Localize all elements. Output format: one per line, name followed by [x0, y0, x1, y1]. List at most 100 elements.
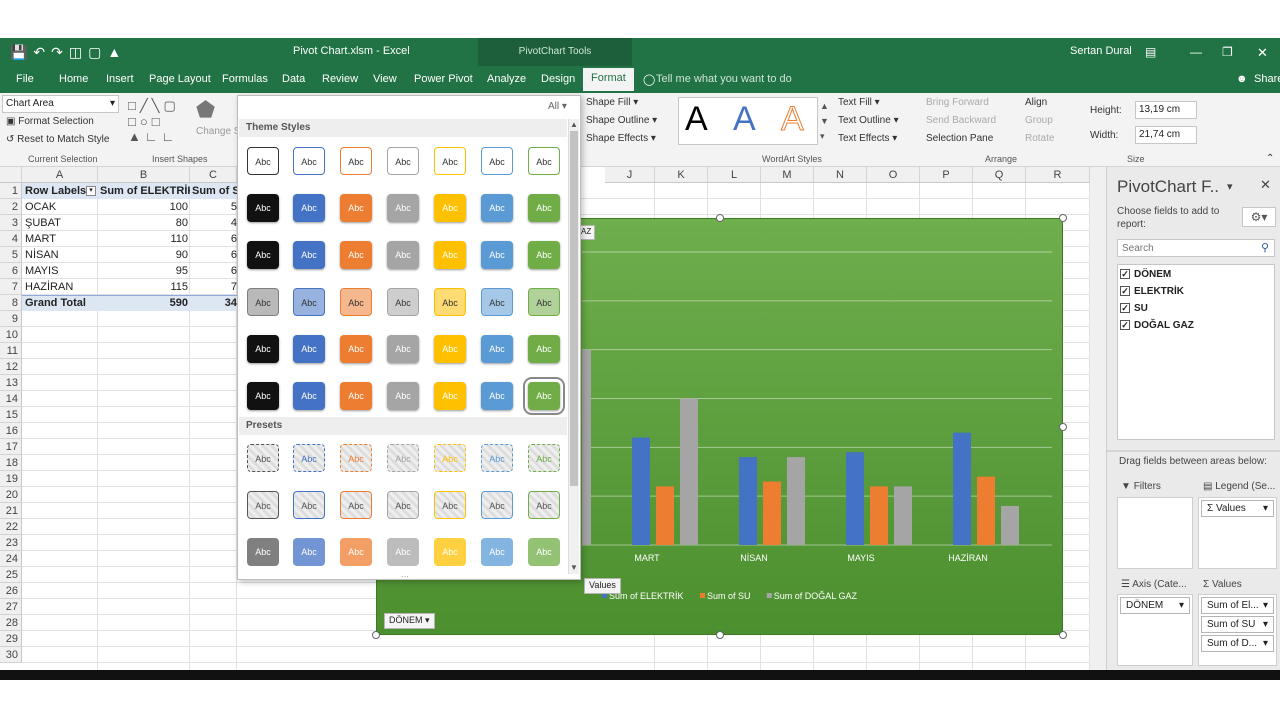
grand-total-su[interactable]: 34	[224, 297, 237, 309]
theme-style-swatch[interactable]: Abc	[293, 288, 325, 316]
theme-style-swatch[interactable]: Abc	[528, 194, 560, 222]
select-all-corner[interactable]	[0, 167, 22, 183]
preset-style-swatch[interactable]: Abc	[528, 491, 560, 519]
row-header-21[interactable]: 21	[0, 503, 22, 519]
shape-effects-button[interactable]: Shape Effects ▾	[586, 133, 656, 144]
su-value[interactable]: 7	[230, 281, 237, 293]
preset-style-swatch[interactable]: Abc	[293, 491, 325, 519]
shape-styles-gallery[interactable]: All ▾ Theme Styles Presets Abc Abc Abc Abc A…	[237, 95, 581, 581]
row-header-27[interactable]: 27	[0, 599, 22, 615]
su-value[interactable]: 4	[230, 217, 237, 229]
row-header-10[interactable]: 10	[0, 327, 22, 343]
bring-forward-button[interactable]: Bring Forward	[926, 97, 989, 108]
row-header-20[interactable]: 20	[0, 487, 22, 503]
theme-style-swatch[interactable]: Abc	[481, 241, 513, 269]
width-input[interactable]: 21,74 cm	[1135, 126, 1197, 144]
theme-style-swatch[interactable]: Abc	[387, 288, 419, 316]
shape-outline-button[interactable]: Shape Outline ▾	[586, 115, 658, 126]
preset-style-swatch[interactable]: Abc	[481, 444, 513, 472]
theme-style-swatch[interactable]: Abc	[528, 288, 560, 316]
row-header-28[interactable]: 28	[0, 615, 22, 631]
theme-style-swatch[interactable]: Abc	[247, 382, 279, 410]
field-checkbox-doğal gaz[interactable]: ✓ DOĞAL GAZ	[1120, 320, 1194, 331]
column-header-p[interactable]: P	[920, 167, 973, 183]
group-button[interactable]: Group	[1025, 115, 1053, 126]
scroll-up-icon[interactable]: ▲	[570, 120, 578, 129]
resize-handle[interactable]	[372, 631, 380, 639]
value-pill-dogalgaz[interactable]: Sum of D... ▾	[1201, 635, 1274, 652]
tab-file[interactable]: File	[16, 73, 34, 85]
theme-style-swatch[interactable]: Abc	[434, 241, 466, 269]
resize-handle[interactable]	[1059, 423, 1067, 431]
row-labels-header[interactable]: Row Labels	[25, 185, 87, 197]
su-value[interactable]: 6	[230, 265, 237, 277]
tab-view[interactable]: View	[373, 73, 397, 85]
row-label[interactable]: ŞUBAT	[25, 217, 61, 229]
gallery-scrollbar[interactable]: ▲ ▼	[568, 119, 579, 574]
grand-total-elektrik[interactable]: 590	[169, 297, 188, 309]
su-value[interactable]: 6	[230, 233, 237, 245]
field-checkbox-su[interactable]: ✓ SU	[1120, 303, 1148, 314]
row-header-30[interactable]: 30	[0, 647, 22, 663]
theme-style-swatch[interactable]: Abc	[434, 288, 466, 316]
tab-home[interactable]: Home	[59, 73, 89, 85]
row-header-6[interactable]: 6	[0, 263, 22, 279]
legend-field-button-partial[interactable]: AZ	[577, 225, 596, 240]
preset-style-swatch[interactable]: Abc	[247, 538, 279, 566]
row-header-16[interactable]: 16	[0, 423, 22, 439]
column-header-j[interactable]: J	[605, 167, 655, 183]
rotate-button[interactable]: Rotate	[1025, 133, 1055, 144]
preset-style-swatch[interactable]: Abc	[340, 444, 372, 472]
column-header-l[interactable]: L	[708, 167, 761, 183]
elektrik-value[interactable]: 90	[175, 249, 188, 261]
theme-style-swatch[interactable]: Abc	[523, 377, 565, 415]
minimize-icon[interactable]: —	[1190, 45, 1202, 59]
theme-style-swatch[interactable]: Abc	[528, 335, 560, 363]
field-checkbox-dönem[interactable]: ✓ DÖNEM	[1120, 269, 1171, 280]
column-header-c[interactable]: C	[190, 167, 237, 183]
change-shape-button[interactable]: Change Shape	[196, 126, 263, 137]
row-label[interactable]: MART	[25, 233, 56, 245]
chart-element-combo[interactable]: Chart Area ▾	[2, 95, 119, 113]
theme-style-swatch[interactable]: Abc	[293, 241, 325, 269]
theme-style-swatch[interactable]: Abc	[340, 147, 372, 175]
row-header-3[interactable]: 3	[0, 215, 22, 231]
row-label[interactable]: HAZİRAN	[25, 281, 74, 293]
theme-style-swatch[interactable]: Abc	[528, 147, 560, 175]
axis-donem-pill[interactable]: DÖNEM ▾	[1120, 597, 1190, 614]
tab-design[interactable]: Design	[541, 73, 576, 85]
shapes-gallery[interactable]: □╱╲▢ □○□ ▲∟∟	[128, 98, 180, 144]
row-header-9[interactable]: 9	[0, 311, 22, 327]
preset-style-swatch[interactable]: Abc	[481, 538, 513, 566]
resize-grip-icon[interactable]: ⋯	[401, 572, 409, 581]
row-header-14[interactable]: 14	[0, 391, 22, 407]
column-header-b[interactable]: B	[98, 167, 190, 183]
resize-handle[interactable]	[1059, 214, 1067, 222]
theme-style-swatch[interactable]: Abc	[434, 194, 466, 222]
text-outline-button[interactable]: Text Outline ▾	[838, 115, 899, 126]
elektrik-value[interactable]: 100	[169, 201, 188, 213]
column-header-n[interactable]: N	[814, 167, 867, 183]
checkbox-icon[interactable]: ✓	[1120, 320, 1130, 331]
preset-style-swatch[interactable]: Abc	[481, 491, 513, 519]
preset-style-swatch[interactable]: Abc	[293, 444, 325, 472]
preset-style-swatch[interactable]: Abc	[434, 444, 466, 472]
checkbox-icon[interactable]: ✓	[1120, 286, 1130, 297]
su-value[interactable]: 5	[230, 201, 237, 213]
theme-style-swatch[interactable]: Abc	[528, 241, 560, 269]
row-header-24[interactable]: 24	[0, 551, 22, 567]
field-search-input[interactable]	[1117, 239, 1275, 257]
theme-style-swatch[interactable]: Abc	[247, 288, 279, 316]
tab-review[interactable]: Review	[322, 73, 359, 85]
elektrik-value[interactable]: 115	[170, 281, 188, 293]
column-header-k[interactable]: K	[655, 167, 708, 183]
preset-style-swatch[interactable]: Abc	[293, 538, 325, 566]
change-shape-icon[interactable]: ⬟	[196, 97, 216, 122]
checkbox-icon[interactable]: ✓	[1120, 269, 1130, 280]
preset-style-swatch[interactable]: Abc	[340, 491, 372, 519]
theme-style-swatch[interactable]: Abc	[340, 288, 372, 316]
theme-style-swatch[interactable]: Abc	[481, 288, 513, 316]
format-selection-button[interactable]: ▣ Format Selection	[6, 116, 94, 127]
column-header-o[interactable]: O	[867, 167, 920, 183]
theme-style-swatch[interactable]: Abc	[387, 194, 419, 222]
